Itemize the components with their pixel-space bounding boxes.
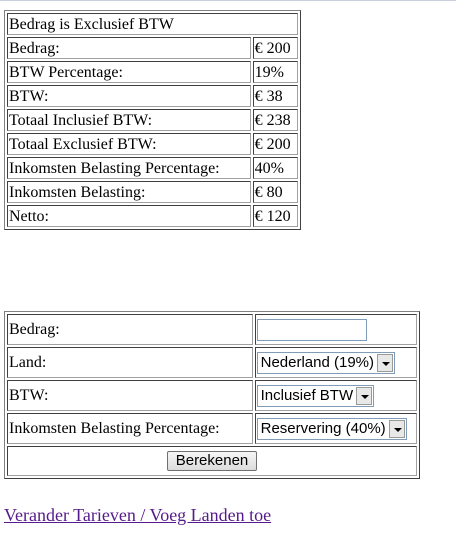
result-label-btw: BTW:: [7, 85, 251, 107]
result-row-netto: Netto: € 120: [7, 205, 298, 227]
btw-select[interactable]: Inclusief BTW: [256, 384, 375, 407]
submit-cell: Berekenen: [7, 446, 417, 476]
result-row-totaal-inclusief: Totaal Inclusief BTW: € 238: [7, 109, 298, 131]
chevron-down-icon[interactable]: [377, 353, 394, 372]
form-row-ib-percentage: Inkomsten Belasting Percentage: Reserver…: [7, 413, 417, 444]
result-label-netto: Netto:: [7, 205, 251, 227]
form-row-btw: BTW: Inclusief BTW: [7, 380, 417, 411]
result-row-btw-percentage: BTW Percentage: 19%: [7, 61, 298, 83]
result-value-ib-percentage: 40%: [252, 157, 298, 179]
result-title: Bedrag is Exclusief BTW: [7, 13, 298, 35]
result-value-totaal-exclusief: € 200: [252, 133, 298, 155]
bedrag-label: Bedrag:: [7, 314, 253, 345]
land-select[interactable]: Nederland (19%): [256, 351, 396, 374]
calculator-form-table: Bedrag: Land: Nederland (19%) BTW: Inclu…: [4, 311, 420, 479]
bedrag-input[interactable]: [256, 318, 367, 341]
result-label-totaal-exclusief: Totaal Exclusief BTW:: [7, 133, 251, 155]
result-label-bedrag: Bedrag:: [7, 37, 251, 59]
result-label-ib-percentage: Inkomsten Belasting Percentage:: [7, 157, 251, 179]
result-row-ib-percentage: Inkomsten Belasting Percentage: 40%: [7, 157, 298, 179]
result-value-ib: € 80: [252, 181, 298, 203]
result-row-totaal-exclusief: Totaal Exclusief BTW: € 200: [7, 133, 298, 155]
form-row-bedrag: Bedrag:: [7, 314, 417, 345]
berekenen-button[interactable]: Berekenen: [166, 451, 258, 472]
result-label-btw-percentage: BTW Percentage:: [7, 61, 251, 83]
result-label-ib: Inkomsten Belasting:: [7, 181, 251, 203]
chevron-down-icon[interactable]: [356, 386, 373, 405]
result-row-btw: BTW: € 38: [7, 85, 298, 107]
land-cell: Nederland (19%): [254, 347, 417, 378]
btw-select-value: Inclusief BTW: [260, 386, 354, 404]
chevron-down-icon[interactable]: [388, 419, 405, 438]
result-value-bedrag: € 200: [252, 37, 298, 59]
land-select-value: Nederland (19%): [260, 353, 375, 371]
ib-percentage-cell: Reservering (40%): [254, 413, 417, 444]
result-table: Bedrag is Exclusief BTW Bedrag: € 200 BT…: [4, 10, 301, 230]
result-value-netto: € 120: [252, 205, 298, 227]
land-label: Land:: [7, 347, 253, 378]
bedrag-cell: [254, 314, 417, 345]
result-value-totaal-inclusief: € 238: [252, 109, 298, 131]
ib-percentage-label: Inkomsten Belasting Percentage:: [7, 413, 253, 444]
ib-percentage-select-value: Reservering (40%): [260, 419, 386, 437]
ib-percentage-select[interactable]: Reservering (40%): [256, 417, 407, 440]
result-row-ib: Inkomsten Belasting: € 80: [7, 181, 298, 203]
form-row-submit: Berekenen: [7, 446, 417, 476]
result-value-btw: € 38: [252, 85, 298, 107]
result-row-bedrag: Bedrag: € 200: [7, 37, 298, 59]
result-title-row: Bedrag is Exclusief BTW: [7, 13, 298, 35]
top-border-line: [0, 0, 456, 1]
form-row-land: Land: Nederland (19%): [7, 347, 417, 378]
btw-cell: Inclusief BTW: [254, 380, 417, 411]
result-value-btw-percentage: 19%: [252, 61, 298, 83]
tarieven-link[interactable]: Verander Tarieven / Voeg Landen toe: [4, 505, 272, 525]
btw-label: BTW:: [7, 380, 253, 411]
result-label-totaal-inclusief: Totaal Inclusief BTW:: [7, 109, 251, 131]
